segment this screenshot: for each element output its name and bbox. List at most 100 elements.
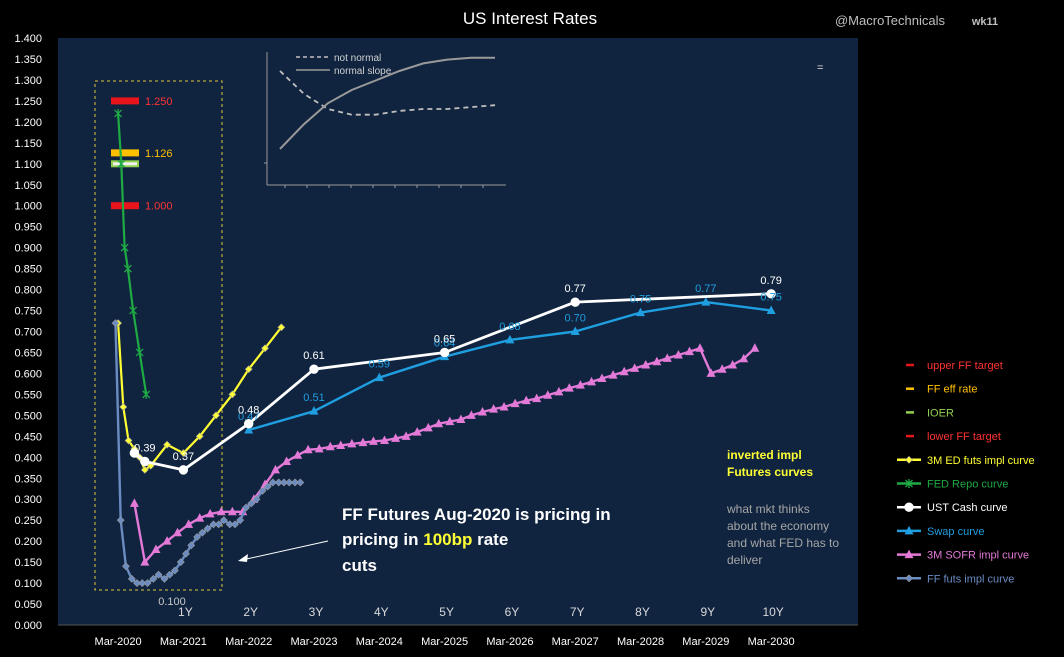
legend-entry-ioer: IOER [906, 407, 954, 419]
point-sofr [739, 353, 749, 363]
y-tick-label: 0.050 [14, 599, 42, 611]
point-fffuts [187, 541, 196, 550]
data-label-ust: 0.77 [565, 283, 586, 295]
point-fffuts [121, 562, 130, 571]
point-ed [261, 344, 269, 353]
tenor-label: 3Y [309, 605, 324, 619]
y-tick-label: 1.300 [14, 75, 42, 87]
x-axis-ticks: Mar-2020 Mar-2021 Mar-2022 Mar-2023 Mar-2024… [95, 605, 795, 648]
y-tick-label: 0.950 [14, 222, 42, 234]
data-label-ust: 0.61 [303, 350, 324, 362]
point-sofr [336, 440, 346, 450]
data-label-swap: 0.64 [434, 338, 455, 350]
point-fffuts [247, 499, 256, 508]
note-line2: about the economy [727, 519, 829, 533]
y-tick-label: 0.100 [14, 578, 42, 590]
point-sofr [477, 407, 487, 416]
y-tick-label: 1.150 [14, 138, 42, 150]
point-fffuts [133, 579, 141, 587]
legend: upper FF target FF eff rate IOER lower FF t… [897, 360, 1035, 585]
y-tick-label: 0.850 [14, 264, 42, 276]
y-tick-label: 1.350 [14, 54, 42, 66]
point-sofr [543, 390, 553, 399]
note-line3: and what FED has to [727, 536, 839, 550]
tenor-label: 1Y [178, 605, 193, 619]
y-tick-label: 0.650 [14, 347, 42, 359]
series-swap [244, 297, 776, 434]
point-sofr [554, 386, 564, 396]
point-fffuts [198, 528, 207, 537]
point-sofr [652, 356, 662, 366]
point-sofr [510, 398, 520, 408]
series-fffuts [111, 319, 305, 587]
fffuts-min-label: 0.100 [158, 596, 186, 608]
x-tick-label: Mar-2030 [748, 636, 795, 648]
point-repo [117, 159, 126, 169]
point-ust [129, 448, 140, 458]
point-fffuts [296, 478, 305, 487]
legend-label-ioer: IOER [927, 407, 954, 419]
policy-bar-ff_eff [111, 149, 139, 157]
inverted-line2: Futures curves [727, 465, 813, 479]
callout-line2: pricing in 100bp rate [342, 530, 508, 549]
policy-label-ff_eff: 1.126 [145, 148, 173, 160]
y-tick-label: 1.100 [14, 159, 42, 171]
y-tick-label: 0.700 [14, 327, 42, 339]
note-line4: deliver [727, 553, 762, 567]
point-ed [277, 323, 286, 332]
legend-label-ed: 3M ED futs impl curve [927, 455, 1035, 467]
point-fffuts [274, 478, 283, 487]
point-fffuts [143, 579, 152, 587]
legend-entry-upper_ff: upper FF target [906, 360, 1003, 372]
point-ust [243, 419, 254, 429]
y-tick-label: 0.600 [14, 368, 42, 380]
x-tick-label: Mar-2026 [486, 636, 533, 648]
point-fffuts [203, 524, 212, 533]
x-tick-label: Mar-2025 [421, 636, 468, 648]
point-swap [374, 372, 384, 382]
y-tick-label: 1.200 [14, 117, 42, 129]
callout-line3: cuts [342, 556, 377, 575]
series-ust [129, 289, 776, 475]
legend-entry-ed: 3M ED futs impl curve [897, 455, 1035, 467]
point-fffuts [219, 516, 228, 525]
point-fffuts [252, 495, 261, 504]
point-fffuts [127, 574, 136, 583]
point-fffuts [154, 570, 163, 579]
y-tick-label: 0.250 [14, 515, 42, 527]
point-fffuts [182, 549, 190, 558]
legend-label-repo: FED Repo curve [927, 479, 1008, 491]
point-ed [124, 436, 133, 445]
inset-panel: not normal normal slope = [264, 52, 823, 188]
point-ed [163, 440, 171, 449]
point-fffuts [193, 533, 202, 541]
point-sofr [401, 431, 411, 440]
point-sofr [673, 349, 683, 359]
point-swap [309, 406, 319, 415]
point-swap [570, 326, 580, 335]
point-fffuts [268, 478, 277, 487]
point-fffuts [138, 579, 147, 587]
note-line1: what mkt thinks [726, 502, 810, 516]
y-tick-label: 0.500 [14, 410, 42, 422]
tenor-label: 10Y [762, 605, 783, 619]
point-repo [123, 264, 132, 274]
inset-solid-line [279, 56, 495, 150]
data-label-ust: 0.37 [173, 451, 194, 463]
legend-marker-fffuts [905, 574, 913, 583]
policy-bar-ioer-core [113, 162, 137, 166]
point-sofr [521, 395, 531, 405]
x-tick-label: Mar-2021 [160, 636, 207, 648]
tenor-label: 8Y [635, 605, 650, 619]
data-label-swap: 0.77 [695, 283, 716, 295]
legend-marker-swap [904, 525, 914, 535]
x-tick-label: Mar-2027 [552, 636, 599, 648]
point-sofr [358, 437, 368, 447]
y-tick-label: 0.000 [14, 620, 42, 632]
point-fffuts [236, 516, 245, 525]
point-fffuts [170, 566, 179, 575]
data-label-ust: 0.65 [434, 333, 455, 345]
point-sofr [205, 508, 215, 518]
legend-marker-ed [905, 455, 913, 464]
